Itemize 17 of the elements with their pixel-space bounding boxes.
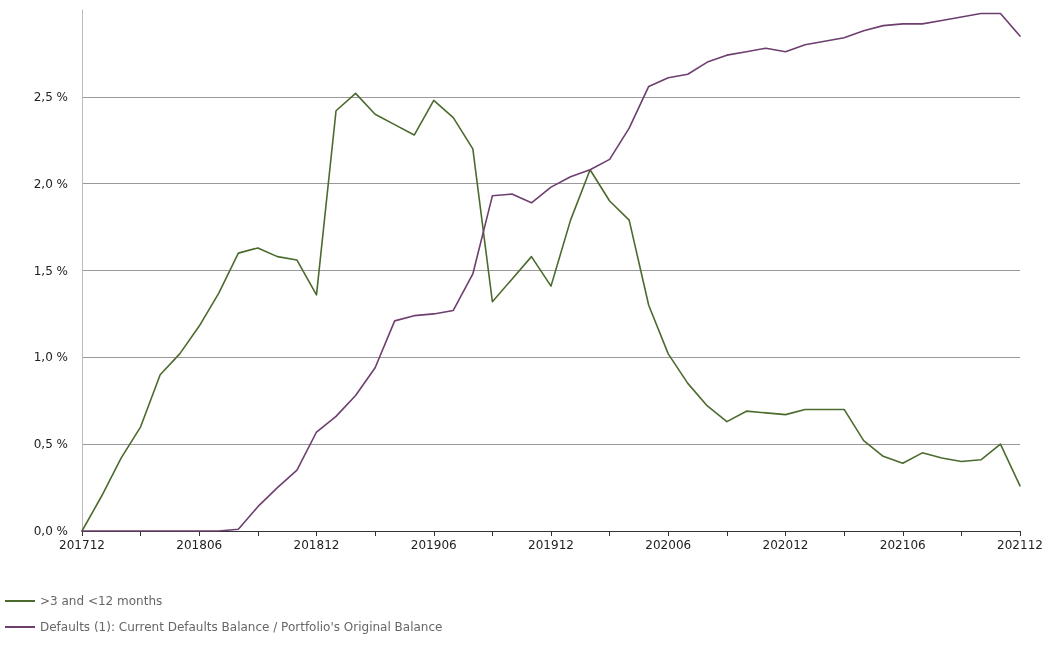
y-tick-label: 0,0 %	[33, 524, 68, 538]
x-tick-label: 201712	[59, 538, 105, 552]
x-tick-label: 201912	[528, 538, 574, 552]
x-tick-label: 202106	[879, 538, 926, 552]
x-tick-label: 201806	[176, 538, 223, 552]
x-tick-label: 202112	[997, 538, 1043, 552]
x-tick-label: 202006	[645, 538, 692, 552]
x-tick-label: 201812	[293, 538, 340, 552]
x-tick-label: 202012	[762, 538, 809, 552]
y-tick-label: 2,0 %	[33, 176, 68, 191]
y-tick-label: 2,5 %	[33, 89, 68, 104]
y-tick-label: 1,0 %	[33, 350, 68, 365]
legend-label: >3 and <12 months	[40, 594, 163, 608]
y-tick-label: 1,5 %	[33, 263, 68, 278]
legend-label: Defaults (1): Current Defaults Balance / Portfolio's Original Balance	[40, 620, 443, 634]
x-tick-label: 201906	[410, 538, 457, 552]
y-tick-label: 0,5 %	[33, 437, 68, 452]
